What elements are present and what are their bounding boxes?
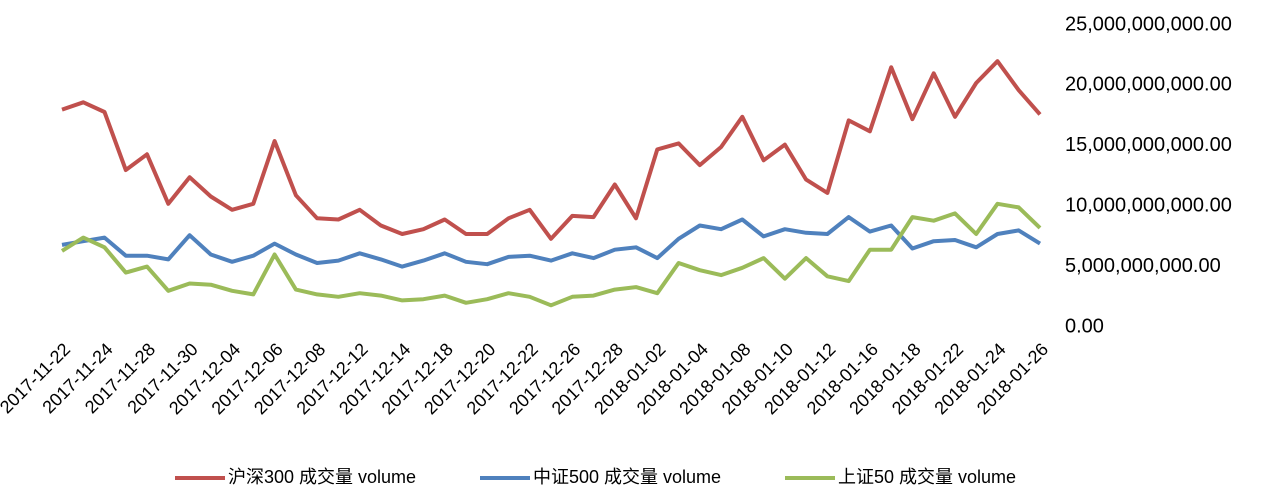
y-tick-label: 25,000,000,000.00 xyxy=(1065,13,1232,35)
y-tick-label: 5,000,000,000.00 xyxy=(1065,255,1221,277)
y-tick-label: 10,000,000,000.00 xyxy=(1065,194,1232,216)
y-tick-label: 15,000,000,000.00 xyxy=(1065,134,1232,156)
y-tick-label: 20,000,000,000.00 xyxy=(1065,74,1232,96)
series-line xyxy=(61,59,1042,241)
series-line xyxy=(60,201,1042,308)
legend-label: 上证50 成交量 volume xyxy=(838,467,1016,487)
legend-label: 沪深300 成交量 volume xyxy=(228,467,416,487)
legend-label: 中证500 成交量 volume xyxy=(533,467,721,487)
y-tick-label: 0.00 xyxy=(1065,315,1104,337)
series-line xyxy=(61,215,1042,269)
